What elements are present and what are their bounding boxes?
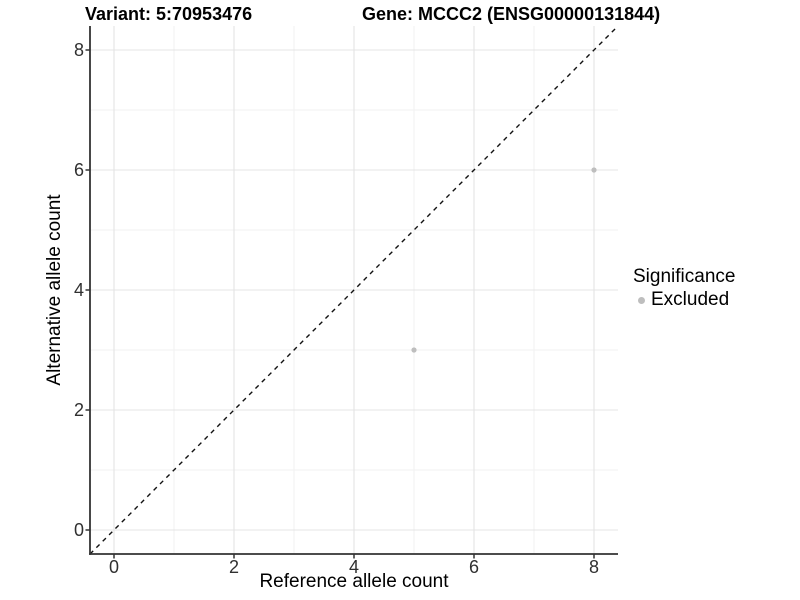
data-point xyxy=(591,167,597,173)
gene-title: Gene: MCCC2 (ENSG00000131844) xyxy=(362,4,661,24)
x-tick-label: 4 xyxy=(348,557,359,577)
y-tick-label: 6 xyxy=(73,160,84,180)
y-tick-label: 2 xyxy=(73,400,84,420)
x-tick-label: 8 xyxy=(588,557,599,577)
x-tick-label: 0 xyxy=(108,557,119,577)
data-point xyxy=(411,347,417,353)
y-axis-title: Alternative allele count xyxy=(44,194,65,386)
legend: Significance Excluded xyxy=(631,266,735,311)
legend-item: Excluded xyxy=(631,289,735,311)
variant-title: Variant: 5:70953476 xyxy=(85,4,253,24)
legend-item-label: Excluded xyxy=(651,289,730,310)
x-tick-label: 6 xyxy=(468,557,479,577)
x-tick-label: 2 xyxy=(228,557,239,577)
x-axis-title: Reference allele count xyxy=(259,571,449,592)
y-tick-label: 8 xyxy=(73,40,84,60)
identity-line xyxy=(89,25,619,555)
y-tick-label: 4 xyxy=(73,280,84,300)
legend-title: Significance xyxy=(633,266,736,287)
legend-point-icon xyxy=(638,296,645,304)
legend-items: Excluded xyxy=(631,289,735,311)
y-tick-label: 0 xyxy=(73,520,84,540)
